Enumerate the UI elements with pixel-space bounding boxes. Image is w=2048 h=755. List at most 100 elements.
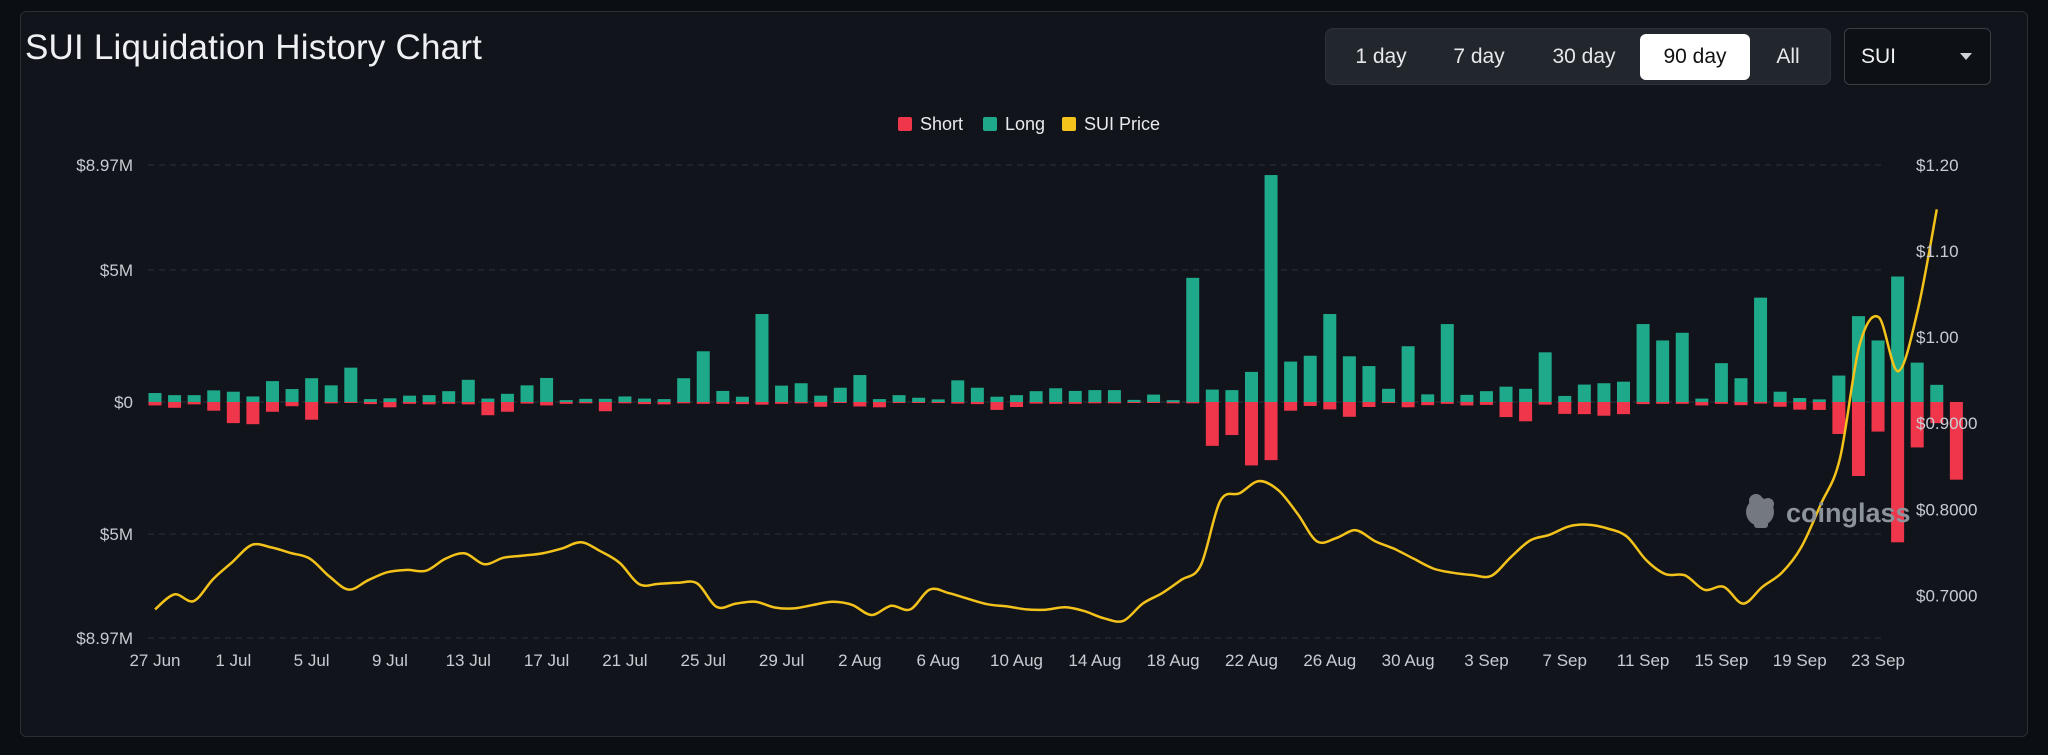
short-bar	[696, 402, 710, 404]
legend-swatch	[1062, 117, 1076, 131]
short-bar	[1284, 402, 1298, 411]
right-axis-tick: $0.8000	[1916, 500, 1977, 519]
short-bar	[735, 402, 749, 405]
long-bar	[1577, 384, 1591, 402]
long-bar	[1088, 390, 1102, 402]
left-axis-tick: $5M	[100, 525, 133, 544]
long-bar	[1460, 394, 1474, 402]
short-bar	[1479, 402, 1493, 405]
short-bar	[1558, 402, 1572, 414]
short-bar	[1088, 402, 1102, 404]
long-bar	[951, 380, 965, 402]
long-bar	[1323, 314, 1337, 402]
long-bar	[305, 378, 319, 402]
short-bar	[148, 402, 162, 406]
coin-select[interactable]: SUI	[1844, 28, 1991, 85]
short-bar	[1812, 402, 1826, 410]
long-bar	[1186, 277, 1200, 402]
long-bar	[207, 390, 221, 402]
long-bar	[187, 395, 201, 402]
long-bar	[1910, 362, 1924, 402]
x-axis-tick: 26 Aug	[1303, 651, 1356, 670]
short-bar	[755, 402, 769, 405]
chevron-down-icon	[1960, 53, 1972, 60]
long-bar	[1773, 391, 1787, 402]
tab-30-day[interactable]: 30 day	[1552, 45, 1616, 68]
short-bar	[1342, 402, 1356, 417]
right-axis-tick: $1.10	[1916, 242, 1959, 261]
long-bar	[1891, 276, 1905, 402]
long-bar	[1479, 391, 1493, 402]
x-axis-tick: 11 Sep	[1617, 651, 1670, 670]
grid-lines	[148, 164, 1882, 639]
long-bar	[970, 387, 984, 402]
long-bar	[775, 385, 789, 402]
long-bar	[1675, 332, 1689, 402]
legend-label: Short	[920, 114, 963, 134]
short-bar	[1499, 402, 1513, 418]
x-axis-tick: 5 Jul	[294, 651, 330, 670]
short-bar	[1225, 402, 1239, 436]
x-axis-tick: 17 Jul	[524, 651, 569, 670]
short-bar	[1734, 402, 1748, 406]
short-bar	[1323, 402, 1337, 410]
x-axis-tick: 6 Aug	[916, 651, 960, 670]
tab-all[interactable]: All	[1776, 45, 1800, 68]
short-bar	[168, 402, 182, 408]
x-axis-tick: 27 Jun	[129, 651, 180, 670]
short-bar	[1519, 402, 1533, 422]
short-bar	[775, 402, 789, 404]
short-bar	[1891, 402, 1905, 543]
short-bar	[833, 402, 847, 403]
short-bar	[1636, 402, 1650, 405]
short-bar	[461, 402, 475, 405]
long-bar	[1754, 297, 1768, 402]
long-bar	[1714, 363, 1728, 402]
long-bar	[422, 395, 436, 402]
short-bar	[1910, 402, 1924, 448]
short-bar	[853, 402, 867, 407]
short-bar	[1068, 402, 1082, 404]
long-bar	[716, 390, 730, 402]
legend-swatch	[898, 117, 912, 131]
short-bar	[970, 402, 984, 405]
long-bar	[1812, 399, 1826, 402]
long-bar	[1342, 356, 1356, 402]
tab-1-day[interactable]: 1 day	[1355, 45, 1407, 68]
x-axis-tick: 25 Jul	[681, 651, 726, 670]
right-axis-tick: $1.00	[1916, 328, 1959, 347]
left-axis-tick: $5M	[100, 261, 133, 280]
coin-select-value: SUI	[1861, 45, 1897, 68]
tab-90-day[interactable]: 90 day	[1640, 34, 1750, 80]
long-bar	[1793, 398, 1807, 402]
short-bar	[912, 402, 926, 403]
short-bar	[1949, 402, 1963, 480]
left-axis-tick: $8.97M	[76, 629, 133, 648]
long-bar	[344, 367, 358, 402]
long-bar	[1010, 395, 1024, 402]
long-bar	[1244, 371, 1258, 402]
short-bar	[1029, 402, 1043, 404]
short-bar	[1362, 402, 1376, 408]
long-bar	[1538, 352, 1552, 402]
long-bar	[1695, 398, 1709, 402]
long-bar	[794, 383, 808, 402]
x-axis-tick: 15 Sep	[1694, 651, 1748, 670]
long-bar	[1029, 391, 1043, 402]
tab-7-day[interactable]: 7 day	[1453, 45, 1505, 68]
short-bar	[305, 402, 319, 420]
long-bar	[1558, 395, 1572, 402]
long-bar	[461, 379, 475, 402]
short-bar	[990, 402, 1004, 410]
legend-label: Long	[1005, 114, 1045, 134]
long-bar	[246, 396, 260, 402]
long-bar	[1930, 384, 1944, 402]
short-bar	[1460, 402, 1474, 406]
long-bar	[520, 385, 534, 402]
long-bar	[1303, 355, 1317, 402]
long-bar	[1636, 324, 1650, 402]
legend: Short Long SUI Price	[898, 114, 1160, 134]
short-bar	[1675, 402, 1689, 404]
legend-swatch	[983, 117, 997, 131]
